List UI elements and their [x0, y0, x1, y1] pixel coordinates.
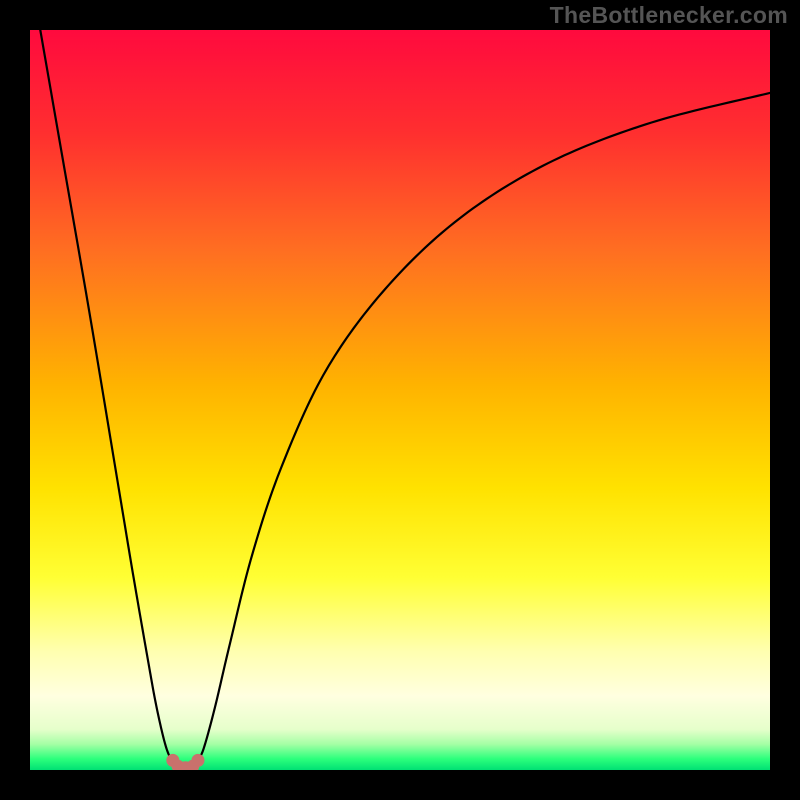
- bottleneck-chart: [0, 0, 800, 800]
- chart-container: TheBottlenecker.com: [0, 0, 800, 800]
- watermark-text: TheBottlenecker.com: [550, 2, 788, 29]
- trough-marker: [191, 754, 204, 767]
- chart-background: [30, 30, 770, 770]
